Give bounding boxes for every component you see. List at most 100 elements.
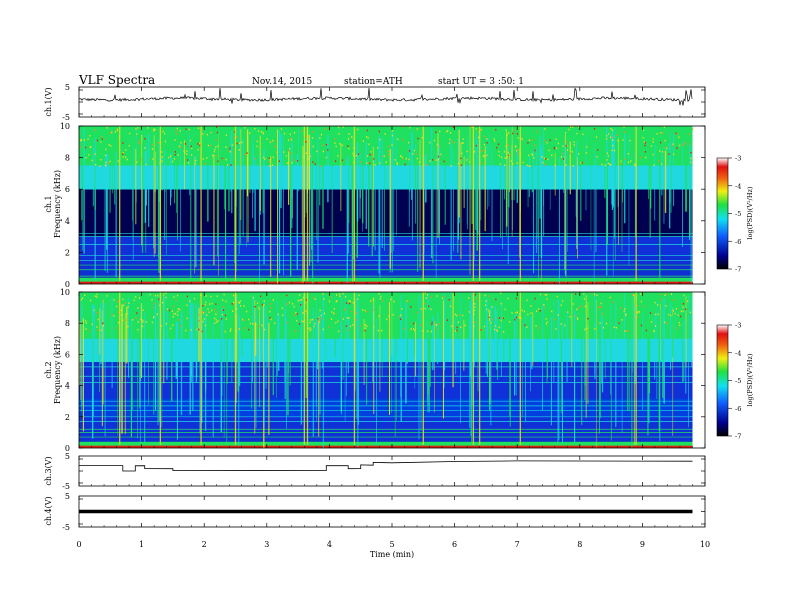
spectrogram-speckle (557, 142, 559, 145)
spectrogram-speckle (215, 319, 217, 321)
spectrogram-speckle (523, 310, 526, 313)
spectrogram-speckle (184, 151, 186, 154)
spectrogram-speckle (515, 297, 518, 300)
spectrogram-speckle (572, 303, 574, 305)
spectrogram-speckle (611, 149, 613, 152)
spectrogram-speckle (115, 327, 117, 330)
spectrogram-speckle (351, 136, 353, 138)
spectrogram-speckle (96, 293, 98, 296)
ch4-ylabel: ch.4(V) (44, 496, 53, 525)
spectrogram-speckle (629, 139, 631, 142)
spectrogram-speckle (221, 317, 223, 320)
spectrogram-speckle (507, 151, 509, 154)
spectrogram-speckle (177, 314, 179, 316)
spectrogram-speckle (482, 155, 484, 157)
spectrogram-speckle (575, 315, 577, 317)
ch1-spectrogram-ytick-label: 4 (65, 217, 70, 226)
spectrogram-band (79, 441, 693, 448)
spectrogram-speckle (206, 133, 208, 136)
spectrogram-speckle (562, 145, 564, 147)
spectrogram-speckle (682, 144, 684, 147)
spectrogram-speckle (582, 133, 584, 136)
spectrogram-speckle (599, 306, 601, 308)
spectrogram-speckle (618, 322, 620, 324)
spectrogram-speckle (238, 149, 240, 151)
spectrogram-speckle (153, 129, 155, 132)
spectrogram-speckle (305, 310, 307, 312)
spectrogram-speckle (201, 311, 203, 313)
spectrogram-speckle (136, 133, 138, 135)
spectrogram-speckle (379, 138, 381, 141)
spectrogram-speckle (379, 298, 381, 300)
spectrogram-speckle (670, 314, 672, 317)
spectrogram-band (79, 255, 693, 278)
spectrogram-speckle (129, 132, 131, 135)
spectrogram-speckle (325, 156, 328, 159)
spectrogram-speckle (301, 320, 303, 323)
spectrogram-speckle (269, 302, 271, 305)
spectrogram-speckle (199, 144, 201, 147)
spectrogram-speckle (499, 163, 501, 166)
spectrogram-speckle (206, 314, 208, 316)
spectrogram-speckle (624, 330, 626, 333)
spectrogram-speckle (139, 297, 141, 299)
spectrogram-speckle (403, 327, 405, 330)
spectrogram-speckle (600, 302, 602, 305)
spectrogram-speckle (188, 128, 190, 131)
spectrogram-speckle (507, 155, 509, 158)
spectrogram-speckle (334, 142, 336, 144)
spectrogram-speckle (652, 153, 654, 156)
spectrogram-speckle (391, 144, 393, 146)
spectrogram-speckle (168, 309, 171, 312)
spectrogram-speckle (416, 157, 418, 160)
spectrogram-speckle (690, 151, 692, 154)
spectrogram-speckle (153, 316, 155, 319)
spectrogram-speckle (253, 157, 256, 160)
spectrogram-speckle (272, 299, 274, 301)
spectrogram-speckle (534, 297, 536, 300)
spectrogram-speckle (161, 301, 164, 304)
spectrogram-speckle (164, 140, 167, 143)
spectrogram-speckle (675, 308, 678, 310)
spectrogram-speckle (377, 329, 379, 332)
spectrogram-speckle (272, 139, 274, 142)
spectrogram-speckle (322, 293, 324, 296)
spectrogram-speckle (364, 324, 366, 326)
spectrogram-speckle (664, 139, 666, 142)
spectrogram-speckle (426, 164, 428, 166)
spectrogram-speckle (661, 150, 663, 153)
spectrogram-speckle (204, 324, 207, 327)
spectrogram-speckle (135, 317, 137, 319)
spectrogram-speckle (378, 292, 380, 295)
spectrogram-speckle (210, 295, 212, 298)
spectrogram-speckle (687, 300, 689, 303)
spectrogram-speckle (562, 158, 565, 160)
spectrogram-speckle (672, 143, 674, 145)
spectrogram-speckle (173, 313, 175, 315)
spectrogram-speckle (302, 312, 304, 314)
spectrogram-speckle (137, 321, 139, 323)
spectrogram-speckle (500, 292, 502, 295)
spectrogram-speckle (553, 146, 555, 149)
spectrogram-speckle (399, 318, 402, 321)
spectrogram-speckle (288, 150, 290, 152)
spectrogram-speckle (142, 319, 144, 322)
spectrogram-speckle (347, 145, 349, 147)
spectrogram-speckle (386, 318, 388, 321)
spectrogram-speckle (429, 141, 431, 144)
spectrogram-speckle (416, 128, 418, 130)
spectrogram-speckle (280, 128, 283, 130)
spectrogram-speckle (312, 145, 314, 148)
spectrogram-speckle (544, 139, 546, 142)
spectrogram-speckle (117, 160, 119, 162)
spectrogram-speckle (410, 306, 412, 308)
spectrogram-speckle (518, 317, 520, 319)
spectrogram-speckle (293, 159, 295, 161)
spectrogram-speckle (135, 296, 137, 298)
spectrogram-speckle (531, 154, 534, 156)
spectrogram-speckle (322, 144, 324, 147)
spectrogram-speckle (643, 141, 645, 143)
spectrogram-speckle (334, 138, 336, 140)
spectrogram-speckle (222, 299, 224, 301)
